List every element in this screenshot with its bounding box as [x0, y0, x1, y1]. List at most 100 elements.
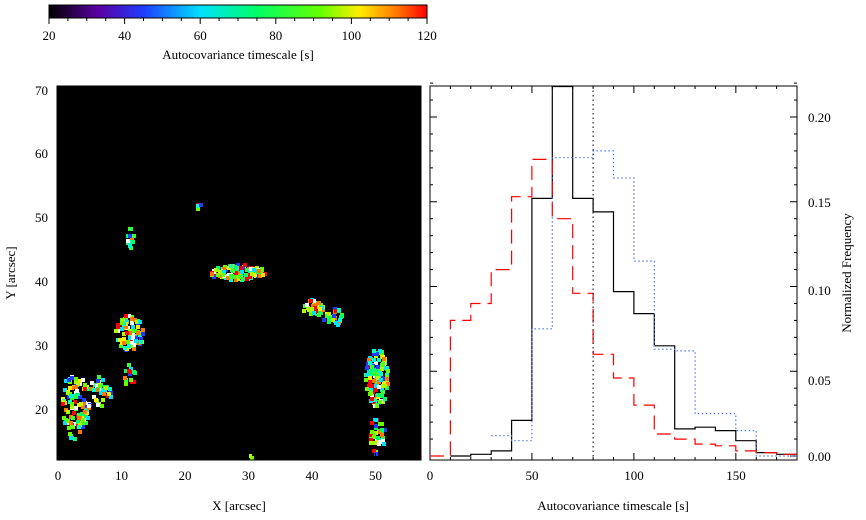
map-pixel — [78, 395, 82, 399]
colorbar-tick-label: 60 — [194, 28, 207, 43]
map-pixel — [132, 380, 136, 384]
map-pixel — [120, 321, 124, 325]
map-pixel — [239, 275, 243, 279]
map-pixel — [127, 363, 131, 367]
map-x-tick-label: 30 — [242, 468, 255, 483]
map-pixel — [383, 428, 387, 432]
map-pixel — [131, 240, 135, 244]
map-pixel — [249, 267, 253, 271]
map-pixel — [370, 365, 374, 369]
map-pixel — [90, 381, 94, 385]
map-pixel — [332, 314, 336, 318]
map-pixel — [98, 384, 102, 388]
map-pixel — [380, 428, 384, 432]
map-pixel — [378, 400, 382, 404]
map-pixel — [374, 431, 378, 435]
map-pixel — [68, 386, 72, 390]
map-pixel — [69, 394, 73, 398]
map-pixel — [371, 379, 375, 383]
map-pixel — [74, 380, 78, 384]
map-pixel — [73, 400, 77, 404]
colorbar-tick-label: 20 — [43, 28, 56, 43]
map-pixel — [369, 369, 373, 373]
map-pixel — [77, 379, 81, 383]
map-pixel — [131, 325, 135, 329]
map-pixel — [234, 271, 238, 275]
map-pixel — [125, 331, 129, 335]
map-pixel — [136, 325, 140, 329]
map-x-tick-label: 40 — [306, 468, 319, 483]
map-pixel — [81, 422, 85, 426]
map-pixel — [260, 267, 264, 271]
map-pixel — [253, 273, 257, 277]
map-pixel — [199, 203, 203, 207]
map-pixel — [77, 416, 81, 420]
map-x-tick-label: 20 — [179, 468, 192, 483]
map-pixel — [302, 309, 306, 313]
map-pixel — [95, 388, 99, 392]
map-pixel — [72, 411, 76, 415]
map-frame — [56, 85, 422, 461]
map-pixel — [376, 393, 380, 397]
hist-x-label: Autocovariance timescale [s] — [537, 498, 689, 513]
map-y-label: Y [arcsec] — [3, 246, 18, 299]
map-pixel — [377, 385, 381, 389]
map-pixel — [63, 421, 67, 425]
map-pixel — [95, 384, 99, 388]
map-pixel — [372, 449, 376, 453]
map-pixel — [229, 264, 233, 268]
map-pixel — [131, 336, 135, 340]
map-pixel — [87, 404, 91, 408]
map-pixel — [101, 398, 105, 402]
map-pixel — [257, 269, 261, 273]
map-pixel — [372, 358, 376, 362]
map-pixel — [69, 436, 73, 440]
map-pixel — [382, 442, 386, 446]
map-pixel — [71, 416, 75, 420]
histogram-series — [430, 85, 797, 460]
map-pixel — [226, 276, 230, 280]
map-pixel — [122, 332, 126, 336]
map-pixel — [81, 405, 85, 409]
map-pixel — [128, 331, 132, 335]
map-pixel — [248, 454, 252, 458]
map-pixel — [239, 266, 243, 270]
map-pixel — [81, 378, 85, 382]
map-pixel — [369, 441, 373, 445]
colorbar-tick-label: 100 — [342, 28, 362, 43]
map-pixel — [339, 315, 343, 319]
map-pixel — [372, 435, 376, 439]
map-pixel — [131, 333, 135, 337]
map-pixel — [130, 317, 134, 321]
map-pixel — [372, 349, 376, 353]
map-pixel — [134, 339, 138, 343]
map-pixel — [252, 268, 256, 272]
map-pixel — [130, 341, 134, 345]
map-pixel — [69, 421, 73, 425]
map-pixel — [101, 378, 105, 382]
map-pixel — [128, 227, 132, 231]
map-pixel — [379, 372, 383, 376]
map-pixel — [133, 371, 137, 375]
map-pixel — [240, 270, 244, 274]
map-pixel — [92, 388, 96, 392]
map-pixel — [322, 318, 326, 322]
hist-y-tick-label: 0.10 — [808, 283, 831, 298]
map-pixel — [365, 387, 369, 391]
map-pixel — [380, 367, 384, 371]
map-pixel — [369, 433, 373, 437]
hist-y-tick-label: 0.20 — [808, 110, 831, 125]
map-pixel — [124, 325, 128, 329]
map-pixels — [61, 203, 390, 460]
map-pixel — [136, 331, 140, 335]
map-pixel — [68, 432, 72, 436]
map-pixel — [122, 341, 126, 345]
map-pixel — [73, 437, 77, 441]
map-pixel — [119, 344, 123, 348]
map-pixel — [96, 403, 100, 407]
map-pixel — [97, 375, 101, 379]
map-pixel — [116, 323, 120, 327]
map-pixel — [79, 402, 83, 406]
map-pixel — [376, 376, 380, 380]
map-pixel — [365, 366, 369, 370]
